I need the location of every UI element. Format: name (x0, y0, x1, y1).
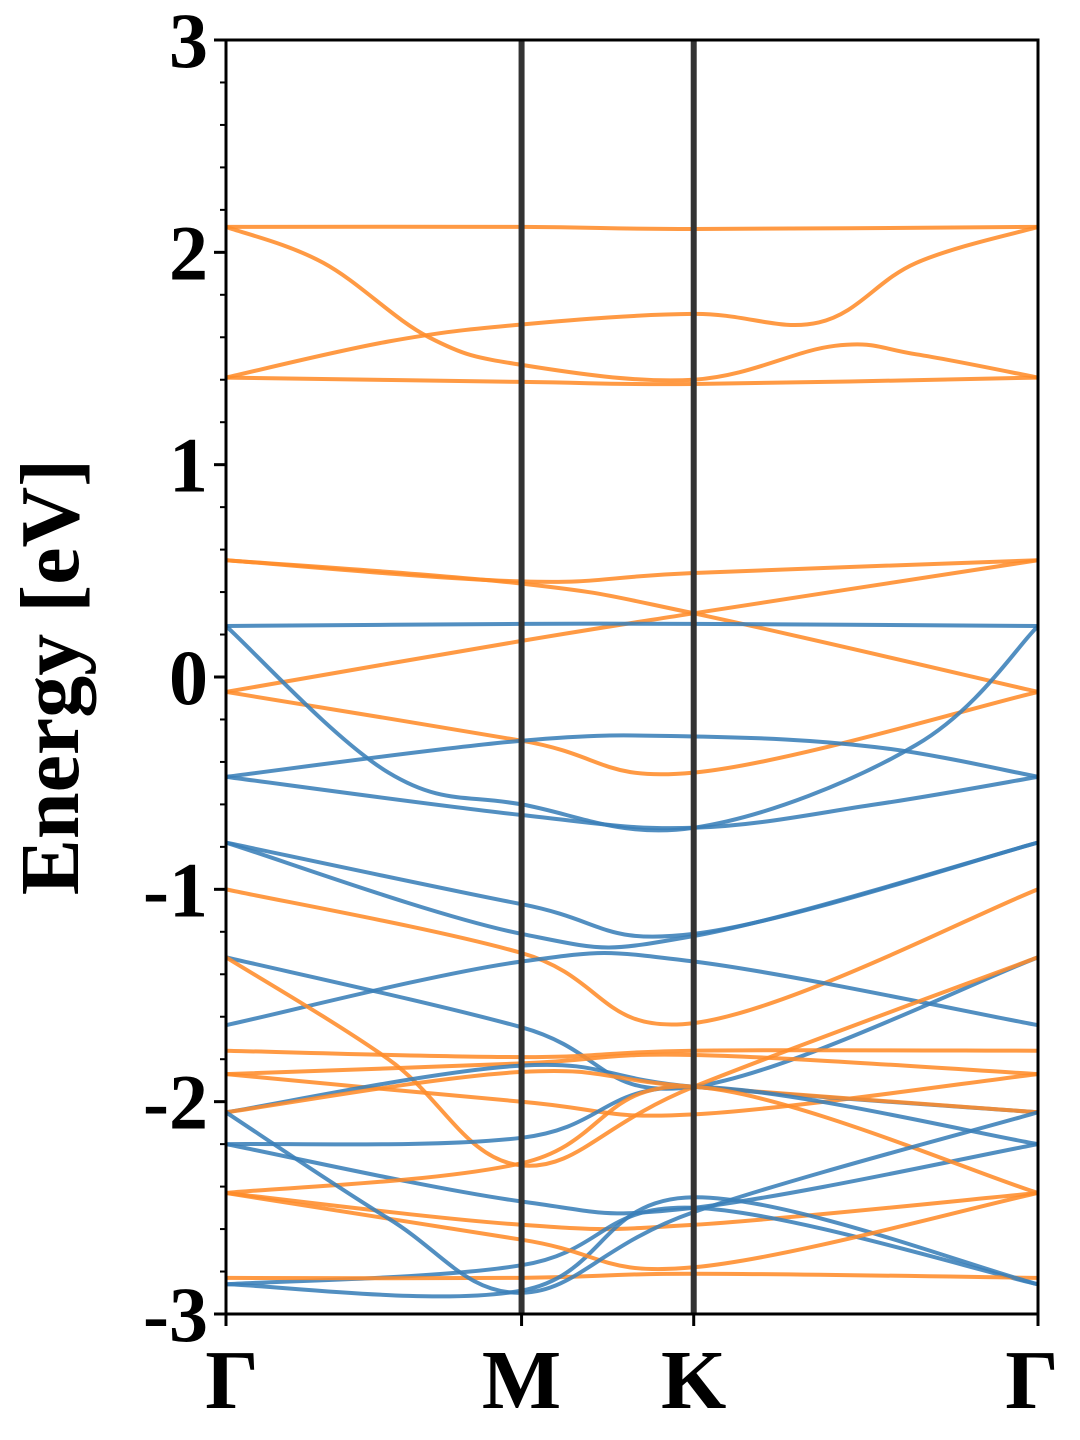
x-tick-label-2: K (661, 1334, 726, 1427)
orange-band-30 (226, 1191, 1038, 1272)
blue-band-12 (226, 840, 1038, 939)
orange-band-28 (226, 1084, 1038, 1195)
y-tick-label: 0 (169, 634, 208, 721)
blue-band-8 (226, 621, 1038, 628)
orange-band-5 (226, 558, 1038, 694)
orange-band-17 (226, 955, 1038, 1168)
blue-band-15 (226, 950, 1038, 1028)
band-lines (226, 224, 1038, 1299)
y-tick-label: -3 (143, 1271, 208, 1358)
plot-frame (224, 38, 1040, 1316)
y-tick-label: 2 (169, 209, 208, 296)
orange-band-19 (226, 1052, 1038, 1077)
orange-band-2 (226, 224, 1038, 380)
orange-band-22 (226, 1068, 1038, 1115)
y-axis-title: Energy [eV] (4, 459, 97, 895)
orange-band-6 (226, 558, 1038, 694)
y-tick-labels: -3 -2 -1 0 1 2 3 (143, 0, 208, 1358)
x-tick-label-0: Γ (205, 1334, 258, 1427)
orange-band-3 (226, 375, 1038, 387)
orange-band-1 (226, 225, 1038, 383)
blue-band-24 (226, 1142, 1038, 1216)
x-tick-label-1: M (482, 1334, 561, 1427)
blue-band-23 (226, 1084, 1038, 1147)
y-tick-label: -1 (143, 846, 208, 933)
y-tick-label: 1 (169, 422, 208, 509)
y-tick-label: 3 (169, 0, 208, 84)
orange-band-7 (226, 689, 1038, 777)
blue-band-29 (226, 1195, 1038, 1299)
high-symmetry-lines (518, 40, 697, 1314)
blue-band-31 (226, 1110, 1038, 1295)
y-tick-label: -2 (143, 1059, 208, 1146)
blue-band-11 (226, 774, 1038, 831)
orange-band-18 (226, 1048, 1038, 1060)
axis-ticks (214, 38, 1040, 1326)
blue-band-10 (226, 733, 1038, 779)
x-tick-label-3: Γ (1005, 1334, 1058, 1427)
orange-band-0 (226, 224, 1038, 231)
orange-band-14 (226, 887, 1038, 1027)
orange-band-27 (226, 1271, 1038, 1281)
blue-band-13 (226, 840, 1038, 950)
